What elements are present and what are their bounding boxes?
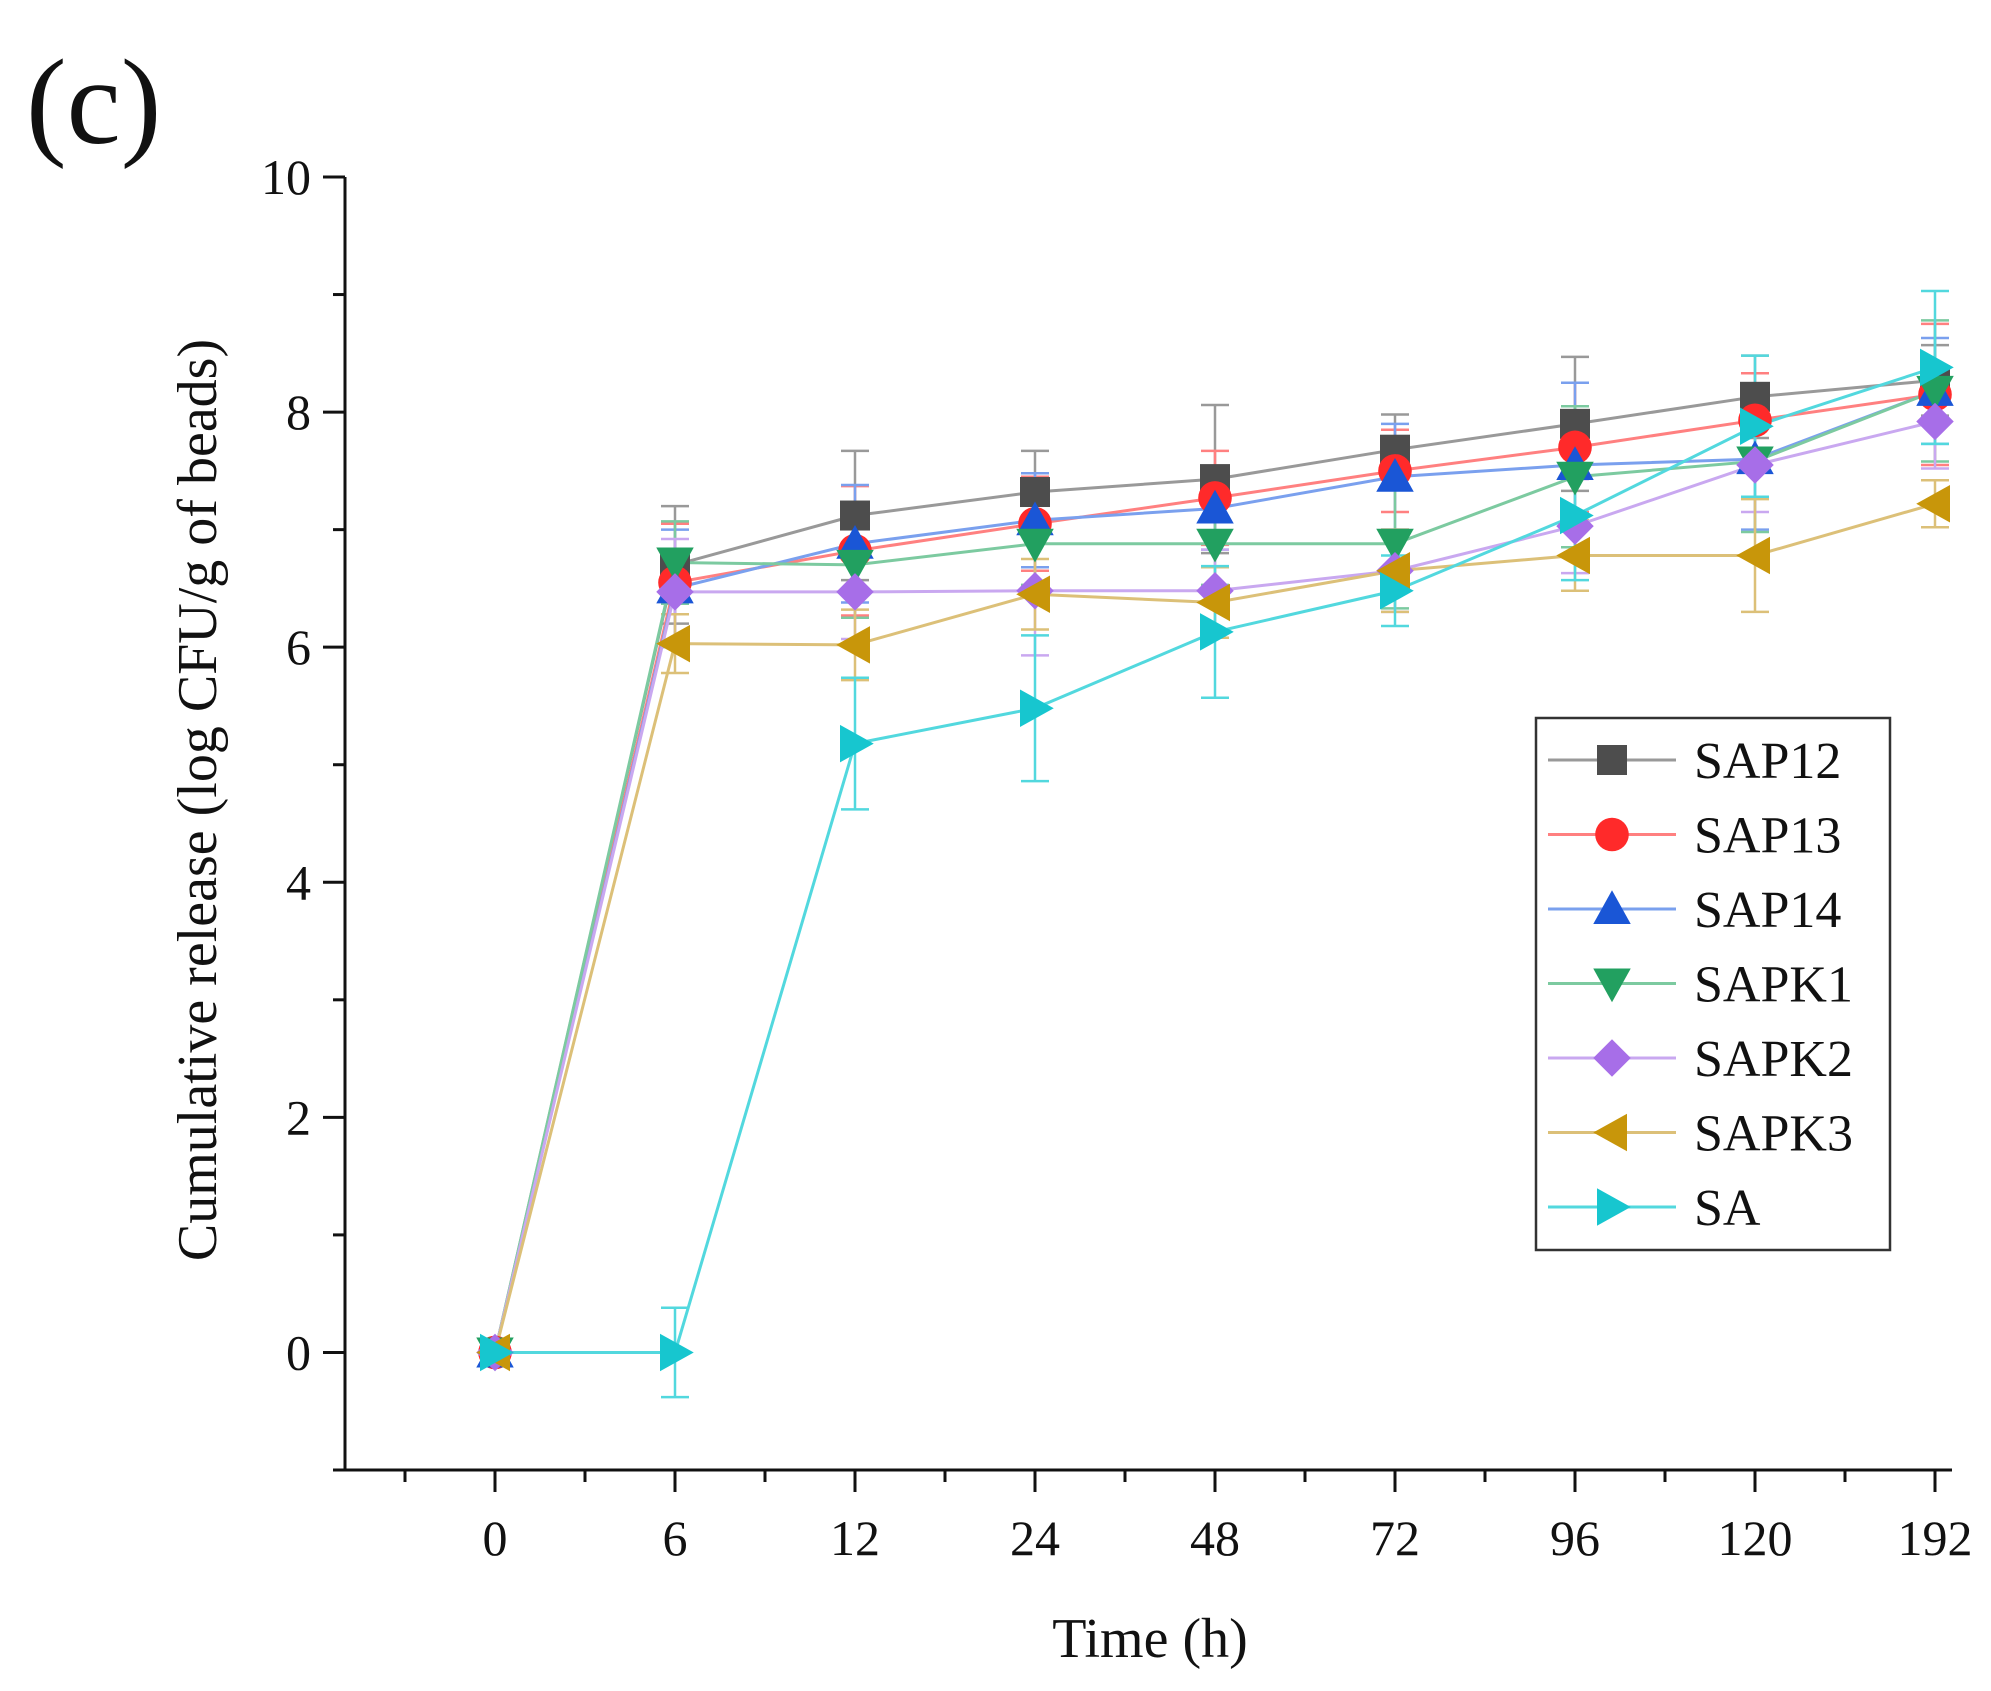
data-point-sapk1 [1916,375,1954,410]
data-point-sapk1 [836,549,874,584]
data-point-sap14 [1376,457,1414,492]
legend-marker-sapk1 [1593,968,1631,1003]
data-point-sapk3 [1376,552,1410,590]
x-tick-label: 48 [1190,1510,1240,1566]
legend-marker-sap13 [1595,817,1629,852]
data-point-sap14 [1196,489,1234,524]
data-point-sa [1920,348,1954,387]
data-point-sapk1 [656,547,694,582]
data-point-sapk1 [1556,461,1594,496]
legend-item-sapk2: SAPK2 [1548,1031,1853,1088]
legend-label-sapk1: SAPK1 [1694,957,1853,1014]
data-point-sapk3 [1736,536,1770,575]
data-point-sapk2 [1736,446,1774,484]
data-point-sa [1740,407,1774,445]
data-point-sapk3 [1556,536,1590,575]
x-tick-label: 12 [830,1510,880,1566]
data-point-sa [1020,689,1054,728]
x-tick-label: 120 [1718,1510,1793,1566]
data-point-sa [840,724,874,763]
legend-label-sapk3: SAPK3 [1694,1106,1853,1163]
x-tick-label: 0 [483,1510,508,1566]
legend-item-sap13: SAP13 [1548,808,1841,865]
legend-item-sapk3: SAPK3 [1548,1106,1853,1163]
legend-label-sap12: SAP12 [1694,733,1841,790]
x-tick-label: 72 [1370,1510,1420,1566]
legend-item-sap12: SAP12 [1548,733,1841,790]
series-markers [476,348,1954,1372]
data-point-sapk2 [836,573,874,611]
legend-label-sap14: SAP14 [1694,882,1841,939]
y-tick-label: 6 [286,619,311,675]
data-point-sapk3 [656,624,690,663]
data-point-sapk1 [1196,528,1234,563]
y-tick-label: 0 [286,1324,311,1380]
data-point-sapk3 [1196,583,1230,622]
data-point-sapk1 [1016,528,1054,563]
data-point-sapk2 [1916,402,1954,441]
data-point-sapk3 [1916,485,1950,523]
legend-marker-sa [1597,1188,1631,1226]
legend-item-sap14: SAP14 [1548,882,1841,939]
data-point-sa [1380,572,1414,610]
data-point-sapk1 [1376,528,1414,563]
data-point-sap14 [1016,501,1054,536]
y-tick-label: 10 [261,149,311,205]
data-point-sapk2 [656,573,694,611]
data-point-sa [1200,613,1234,651]
legend-marker-sapk2 [1593,1039,1631,1077]
y-tick-label: 8 [286,384,311,440]
legend-label-sapk2: SAPK2 [1694,1031,1853,1088]
x-tick-label: 6 [663,1510,688,1566]
legend-marker-sap12 [1597,745,1627,775]
legend-label-sa: SA [1694,1180,1761,1237]
x-tick-label: 24 [1010,1510,1060,1566]
x-tick-label: 192 [1898,1510,1973,1566]
data-point-sa [480,1333,514,1372]
legend-label-sap13: SAP13 [1694,808,1841,865]
legend-item-sapk1: SAPK1 [1548,957,1853,1014]
data-point-sapk3 [836,626,870,664]
x-tick-label: 96 [1550,1510,1600,1566]
y-axis-title: Cumulative release (log CFU/g of beads) [167,339,229,1261]
legend-marker-sap14 [1593,890,1631,924]
panel-label: (c) [26,35,161,170]
legend-marker-sapk3 [1593,1113,1627,1152]
y-tick-label: 4 [286,854,311,910]
legend-item-sa: SA [1548,1180,1761,1237]
legend: SAP12 SAP13 SAP14 SAPK1 SAPK2 SAPK3 SA [1534,716,1892,1252]
x-axis-title: Time (h) [1052,1608,1248,1670]
data-point-sa [1560,496,1594,535]
y-tick-label: 2 [286,1089,311,1145]
data-point-sa [660,1333,694,1372]
data-point-sapk3 [1016,575,1050,614]
